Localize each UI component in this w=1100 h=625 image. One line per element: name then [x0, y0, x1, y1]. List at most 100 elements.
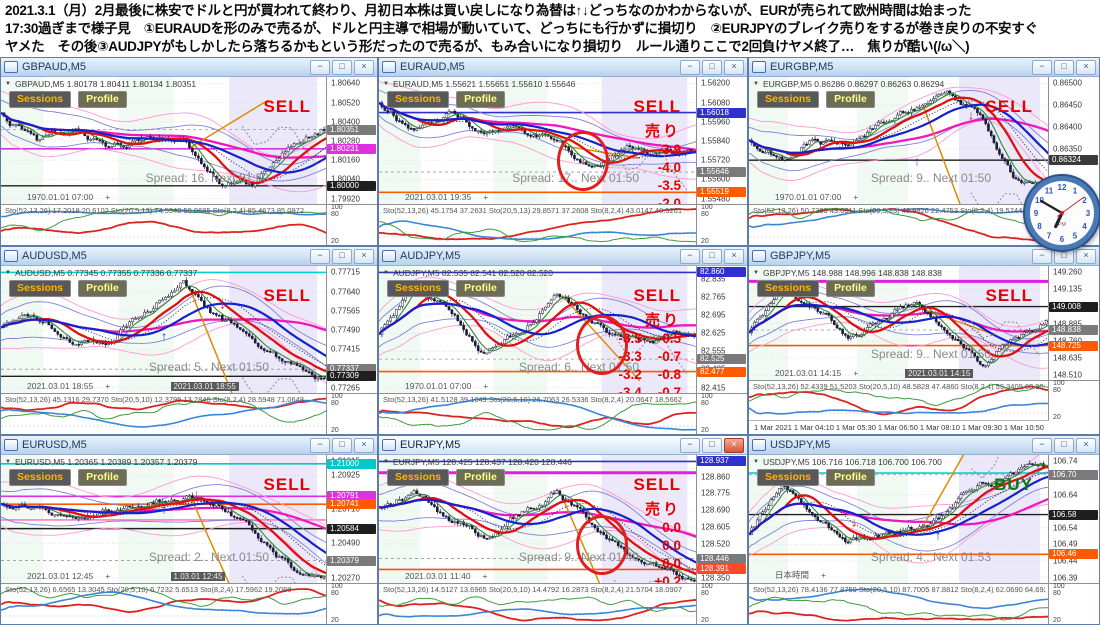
profile-button[interactable]: Profile — [826, 91, 875, 108]
profile-button[interactable]: Profile — [78, 469, 127, 486]
sessions-button[interactable]: Sessions — [9, 280, 72, 297]
window-titlebar[interactable]: EURJPY,M5 − □ × — [379, 436, 747, 455]
chart-canvas[interactable]: ▼ EURAUD,M5 1.55621 1.55651 1.55610 1.556… — [379, 77, 697, 205]
profile-button[interactable]: Profile — [456, 469, 505, 486]
close-button[interactable]: × — [1076, 59, 1096, 75]
chart-canvas[interactable]: ▼ USDJPY,M5 106.716 106.718 106.700 106.7… — [749, 455, 1049, 584]
signal-label: SELL — [263, 286, 311, 305]
minimize-button[interactable]: − — [310, 59, 330, 75]
restore-button[interactable]: □ — [702, 248, 722, 264]
plus-icon[interactable]: + — [853, 368, 859, 378]
window-titlebar[interactable]: USDJPY,M5 − □ × — [749, 436, 1099, 455]
price-tick: 0.77565 — [331, 306, 360, 316]
plus-icon[interactable]: + — [853, 192, 859, 202]
close-button[interactable]: × — [1076, 437, 1096, 453]
sessions-button[interactable]: Sessions — [757, 91, 820, 108]
price-tag: 128.446 — [697, 553, 746, 564]
plus-icon[interactable]: + — [483, 192, 489, 202]
chart-date-label: 2021.03.01 11:40 + — [405, 571, 488, 581]
plus-icon[interactable]: + — [105, 571, 111, 581]
close-button[interactable]: × — [354, 437, 374, 453]
profile-button[interactable]: Profile — [826, 469, 875, 486]
sessions-button[interactable]: Sessions — [387, 91, 450, 108]
minimize-button[interactable]: − — [310, 248, 330, 264]
price-tick: 128.350 — [701, 573, 730, 583]
chart-canvas[interactable]: ▼ EURGBP,M5 0.86286 0.86297 0.86263 0.862… — [749, 77, 1049, 205]
profile-button[interactable]: Profile — [78, 280, 127, 297]
chart-canvas[interactable]: ▼ GBPJPY,M5 148.988 148.996 148.838 148.8… — [749, 266, 1049, 381]
restore-button[interactable]: □ — [1054, 59, 1074, 75]
chart-canvas[interactable]: ▼ EURUSD,M5 1.20365 1.20389 1.20357 1.203… — [1, 455, 327, 584]
note-value: -0.5 — [657, 331, 681, 346]
minimize-button[interactable]: − — [680, 437, 700, 453]
chart-canvas[interactable]: ▼ AUDUSD,M5 0.77345 0.77355 0.77336 0.773… — [1, 266, 327, 394]
chart-date-label: 1970.01.01 07:00 + — [775, 192, 859, 202]
window-titlebar[interactable]: AUDUSD,M5 − □ × — [1, 247, 377, 266]
close-button[interactable]: × — [724, 59, 744, 75]
chart-canvas[interactable]: ▼ AUDJPY,M5 82.535 82.541 82.520 82.520 S… — [379, 266, 697, 394]
minimize-button[interactable]: − — [680, 248, 700, 264]
analog-clock-widget[interactable]: 1 2 3 4 5 6 7 8 9 10 11 12 PM — [1022, 173, 1100, 253]
time-axis: 1 Mar 2021 1 Mar 04:10 1 Mar 05:30 1 Mar 06… — [749, 420, 1049, 434]
stochastic-panel: Sto(52,13,26) 45.1316 29.7370 Sto(20,5,1… — [1, 393, 377, 434]
restore-button[interactable]: □ — [1054, 437, 1074, 453]
plus-icon[interactable]: + — [105, 192, 111, 202]
chart-canvas[interactable]: ▼ GBPAUD,M5 1.80178 1.80411 1.80134 1.803… — [1, 77, 327, 205]
minimize-button[interactable]: − — [1032, 437, 1052, 453]
profile-button[interactable]: Profile — [456, 91, 505, 108]
clock-numeral: 1 — [1073, 186, 1078, 195]
restore-button[interactable]: □ — [332, 59, 352, 75]
sessions-button[interactable]: Sessions — [757, 280, 820, 297]
window-titlebar[interactable]: GBPAUD,M5 − □ × — [1, 58, 377, 77]
minimize-button[interactable]: − — [680, 59, 700, 75]
close-button[interactable]: × — [354, 59, 374, 75]
close-button[interactable]: × — [1076, 248, 1096, 264]
note-title: 売り — [644, 123, 681, 140]
window-titlebar[interactable]: GBPJPY,M5 − □ × — [749, 247, 1099, 266]
plus-icon[interactable]: + — [105, 381, 111, 391]
window-titlebar[interactable]: EURAUD,M5 − □ × — [379, 58, 747, 77]
restore-button[interactable]: □ — [332, 248, 352, 264]
plus-icon[interactable]: + — [482, 571, 488, 581]
plus-icon[interactable]: + — [821, 570, 826, 580]
crosshair-date-badge: 2021.03.01 18:55 — [170, 382, 239, 391]
window-titlebar[interactable]: AUDJPY,M5 − □ × — [379, 247, 747, 266]
window-title: GBPAUD,M5 — [22, 61, 86, 73]
price-tag: 1.21000 — [327, 458, 376, 469]
window-title: AUDJPY,M5 — [400, 250, 461, 262]
chart-canvas[interactable]: ▼ EURJPY,M5 128.425 128.437 128.420 128.4… — [379, 455, 697, 584]
window-titlebar[interactable]: EURGBP,M5 − □ × — [749, 58, 1099, 77]
restore-button[interactable]: □ — [702, 59, 722, 75]
sessions-button[interactable]: Sessions — [757, 469, 820, 486]
note-title: 売り — [644, 312, 681, 329]
sessions-button[interactable]: Sessions — [387, 469, 450, 486]
time-axis-label: 1 Mar 04:10 — [793, 423, 834, 432]
window-title: AUDUSD,M5 — [22, 250, 87, 262]
profile-button[interactable]: Profile — [456, 280, 505, 297]
minimize-button[interactable]: − — [310, 437, 330, 453]
sessions-button[interactable]: Sessions — [9, 91, 72, 108]
profile-button[interactable]: Profile — [826, 280, 875, 297]
price-tag: 1.20791 — [327, 491, 376, 502]
close-button[interactable]: × — [354, 248, 374, 264]
restore-button[interactable]: □ — [1054, 248, 1074, 264]
minimize-button[interactable]: − — [1032, 248, 1052, 264]
price-tick: 148.635 — [1053, 353, 1082, 363]
restore-button[interactable]: □ — [332, 437, 352, 453]
sessions-button[interactable]: Sessions — [387, 280, 450, 297]
window-titlebar[interactable]: EURUSD,M5 − □ × — [1, 436, 377, 455]
close-button[interactable]: × — [724, 248, 744, 264]
chart-window-gbpaud: GBPAUD,M5 − □ × ▼ GBPAUD,M5 1.80178 1.804… — [0, 57, 378, 246]
profile-button[interactable]: Profile — [78, 91, 127, 108]
minimize-button[interactable]: − — [1032, 59, 1052, 75]
clock-numeral: 7 — [1047, 232, 1052, 241]
time-axis-label: 1 Mar 09:30 — [961, 423, 1002, 432]
sessions-button[interactable]: Sessions — [9, 469, 72, 486]
plus-icon[interactable]: + — [483, 381, 489, 391]
chart-window-icon — [752, 439, 766, 451]
close-button[interactable]: × — [724, 437, 744, 453]
journal-note-line: 17:30過ぎまで様子見 ①EURAUDを形のみで売るが、ドルと円主導で相場が動… — [5, 21, 1038, 36]
restore-button[interactable]: □ — [702, 437, 722, 453]
